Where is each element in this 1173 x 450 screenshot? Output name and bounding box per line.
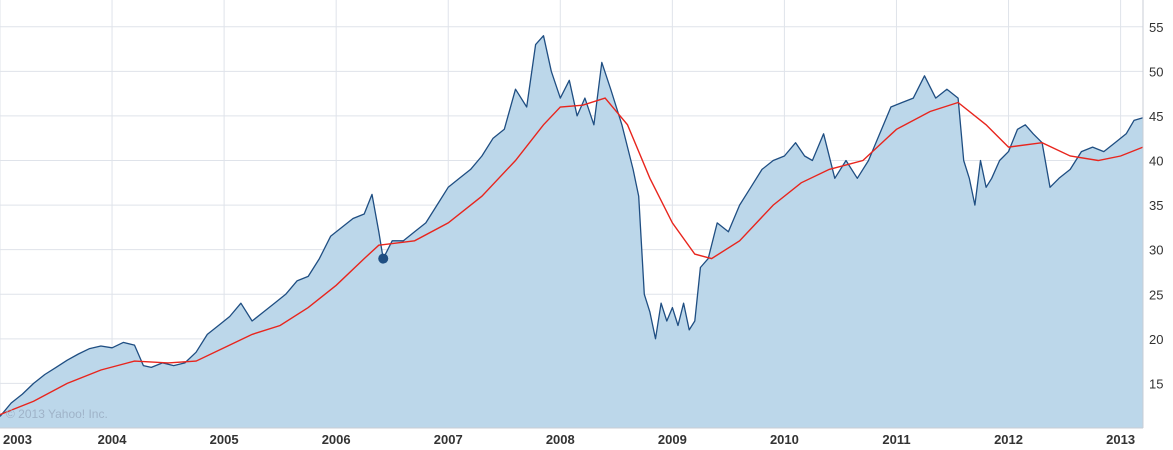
x-tick-label: 2005	[210, 432, 239, 447]
y-tick-label: 40	[1149, 154, 1163, 169]
price-area	[0, 35, 1143, 428]
watermark: © 2013 Yahoo! Inc.	[6, 407, 108, 421]
y-tick-label: 35	[1149, 198, 1163, 213]
y-axis-labels: 15 20 25 30 35 40 45 50 55	[1149, 20, 1163, 392]
x-tick-label: 2008	[546, 432, 575, 447]
x-tick-label: 2011	[882, 432, 910, 447]
x-tick-label: 2012	[994, 432, 1023, 447]
y-tick-label: 20	[1149, 332, 1163, 347]
x-tick-label: 2009	[658, 432, 687, 447]
x-tick-label: 2004	[98, 432, 128, 447]
x-tick-label: 2003	[3, 432, 32, 447]
event-marker[interactable]	[378, 253, 389, 264]
y-tick-label: 50	[1149, 64, 1163, 79]
x-tick-label: 2013	[1106, 432, 1135, 447]
y-tick-label: 30	[1149, 243, 1163, 258]
y-tick-label: 45	[1149, 109, 1163, 124]
x-tick-label: 2010	[770, 432, 799, 447]
y-tick-label: 25	[1149, 287, 1163, 302]
x-axis-labels: 2003 2004 2005 2006 2007 2008 2009 2010 2011 2012…	[3, 432, 1135, 447]
price-line	[0, 35, 1144, 417]
x-tick-label: 2007	[434, 432, 463, 447]
y-tick-label: 55	[1149, 20, 1163, 35]
x-tick-label: 2006	[322, 432, 351, 447]
y-tick-label: 15	[1149, 376, 1163, 391]
moving-average-line	[0, 97, 1144, 416]
